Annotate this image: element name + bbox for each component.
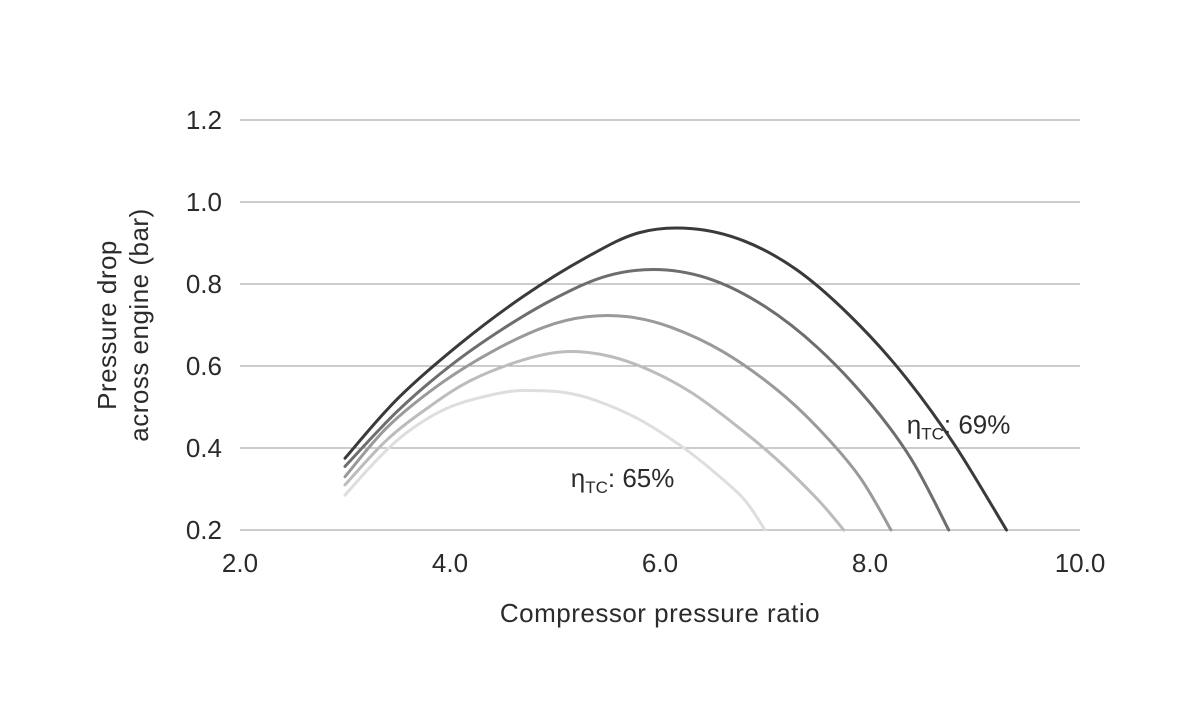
eta-69-annotation: ηTC: 69%: [907, 410, 1011, 444]
x-axis-label: Compressor pressure ratio: [500, 598, 820, 628]
series-eta_tc_69: [345, 228, 1007, 530]
y-tick-label: 0.6: [186, 351, 222, 381]
x-tick-label: 10.0: [1055, 548, 1106, 578]
series-eta_tc_67: [345, 316, 891, 530]
x-tick-label: 6.0: [642, 548, 678, 578]
y-tick-label: 1.0: [186, 187, 222, 217]
svg-text:Pressure drop: Pressure drop: [92, 240, 122, 410]
y-tick-label: 0.4: [186, 433, 222, 463]
y-axis-label: Pressure dropacross engine (bar): [92, 208, 154, 442]
eta-65-annotation: ηTC: 65%: [571, 463, 675, 497]
y-tick-label: 1.2: [186, 105, 222, 135]
svg-text:across engine (bar): across engine (bar): [124, 208, 154, 442]
y-tick-label: 0.8: [186, 269, 222, 299]
pressure-drop-chart: 0.2 0.4 0.6 0.8 1.0 1.2 2.0 4.0 6.0 8.0 10.0 Compre…: [0, 0, 1204, 720]
series-eta_tc_65: [345, 391, 765, 530]
y-tick-label: 0.2: [186, 515, 222, 545]
x-tick-label: 4.0: [432, 548, 468, 578]
chart-svg: 0.2 0.4 0.6 0.8 1.0 1.2 2.0 4.0 6.0 8.0 10.0 Compre…: [0, 0, 1204, 720]
x-tick-label: 2.0: [222, 548, 258, 578]
x-tick-label: 8.0: [852, 548, 888, 578]
